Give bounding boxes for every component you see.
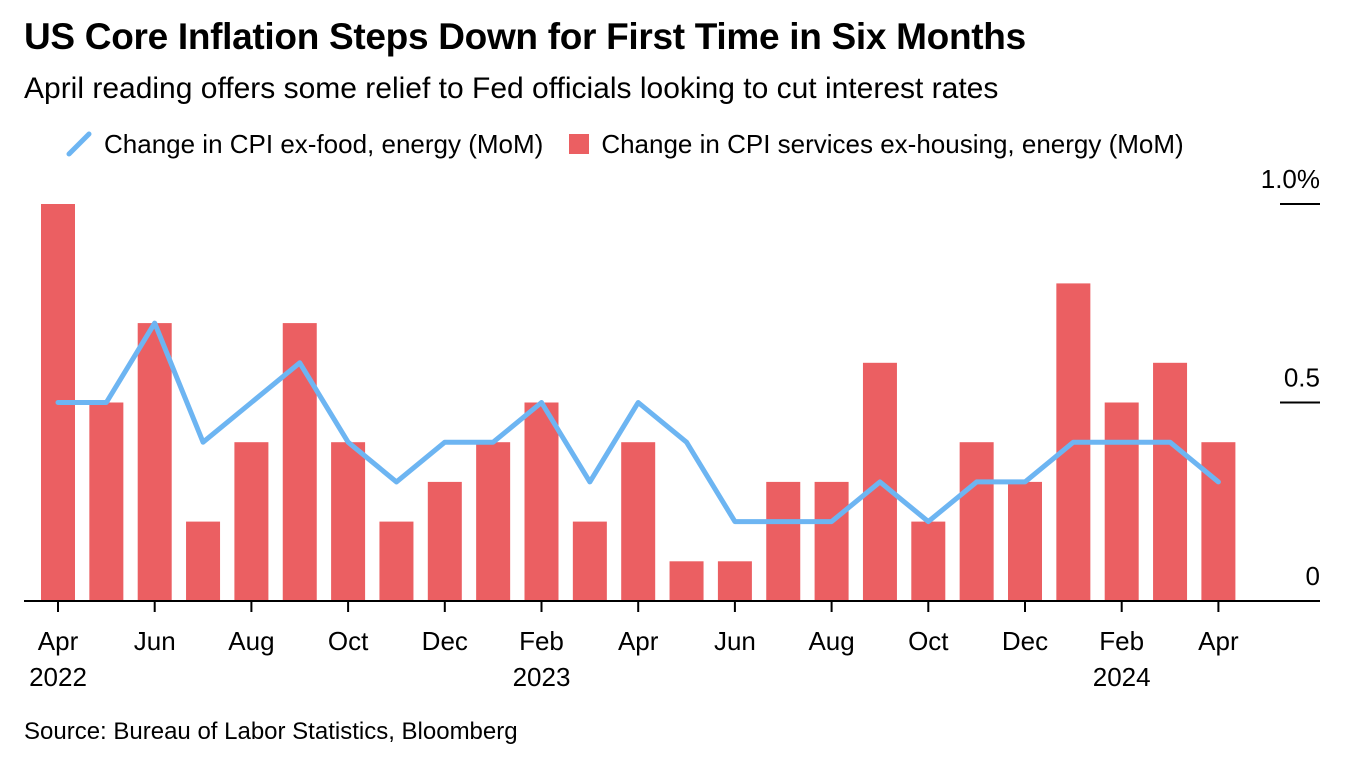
bar bbox=[717, 561, 752, 601]
x-tick-label: Jun bbox=[714, 626, 756, 656]
x-tick-label: Oct bbox=[328, 626, 369, 656]
bar bbox=[959, 442, 994, 601]
bar bbox=[186, 521, 221, 601]
y-tick-label: 0 bbox=[1306, 561, 1320, 591]
line-swatch-icon bbox=[66, 131, 92, 157]
bar bbox=[427, 481, 462, 601]
bar bbox=[1201, 442, 1236, 601]
x-tick-label: Feb bbox=[519, 626, 564, 656]
x-tick-label: Apr bbox=[618, 626, 659, 656]
bar bbox=[234, 442, 269, 601]
bar bbox=[766, 481, 801, 601]
bar bbox=[1104, 402, 1139, 601]
x-tick-label: Aug bbox=[228, 626, 274, 656]
legend-line-label: Change in CPI ex-food, energy (MoM) bbox=[104, 128, 544, 159]
source-note: Source: Bureau of Labor Statistics, Bloo… bbox=[24, 718, 518, 745]
x-tick-label: Dec bbox=[422, 626, 468, 656]
legend: Change in CPI ex-food, energy (MoM) Chan… bbox=[66, 126, 1210, 162]
chart-title: US Core Inflation Steps Down for First T… bbox=[24, 16, 1026, 57]
y-tick-label: 0.5 bbox=[1284, 363, 1320, 393]
x-tick-label: Apr bbox=[1198, 626, 1239, 656]
x-tick-label: Apr bbox=[38, 626, 79, 656]
bar bbox=[524, 402, 559, 601]
series-line bbox=[55, 320, 1221, 525]
bar bbox=[621, 442, 656, 601]
x-tick-label: Dec bbox=[1002, 626, 1048, 656]
x-year-label: 2022 bbox=[29, 662, 87, 692]
x-tick-label: Jun bbox=[134, 626, 176, 656]
x-year-label: 2024 bbox=[1093, 662, 1151, 692]
chart-subtitle: April reading offers some relief to Fed … bbox=[24, 72, 999, 105]
x-tick-label: Feb bbox=[1099, 626, 1144, 656]
legend-bar-label: Change in CPI services ex-housing, energ… bbox=[601, 128, 1184, 159]
bar bbox=[911, 521, 946, 601]
bar bbox=[137, 323, 172, 601]
bar bbox=[331, 442, 366, 601]
bar-swatch-icon bbox=[569, 134, 590, 154]
bar bbox=[379, 521, 414, 601]
bar bbox=[1153, 362, 1188, 601]
x-year-label: 2023 bbox=[513, 662, 571, 692]
x-tick-label: Oct bbox=[908, 626, 949, 656]
bar bbox=[1008, 481, 1042, 601]
bar bbox=[89, 402, 124, 601]
y-tick-label: 1.0% bbox=[1261, 164, 1320, 194]
legend-item-bar: Change in CPI services ex-housing, energ… bbox=[569, 128, 1184, 160]
x-tick-label: Aug bbox=[808, 626, 854, 656]
bar bbox=[814, 481, 849, 601]
bar bbox=[669, 561, 704, 601]
legend-item-line: Change in CPI ex-food, energy (MoM) bbox=[66, 129, 543, 160]
bar bbox=[572, 521, 607, 601]
bar bbox=[476, 442, 511, 601]
